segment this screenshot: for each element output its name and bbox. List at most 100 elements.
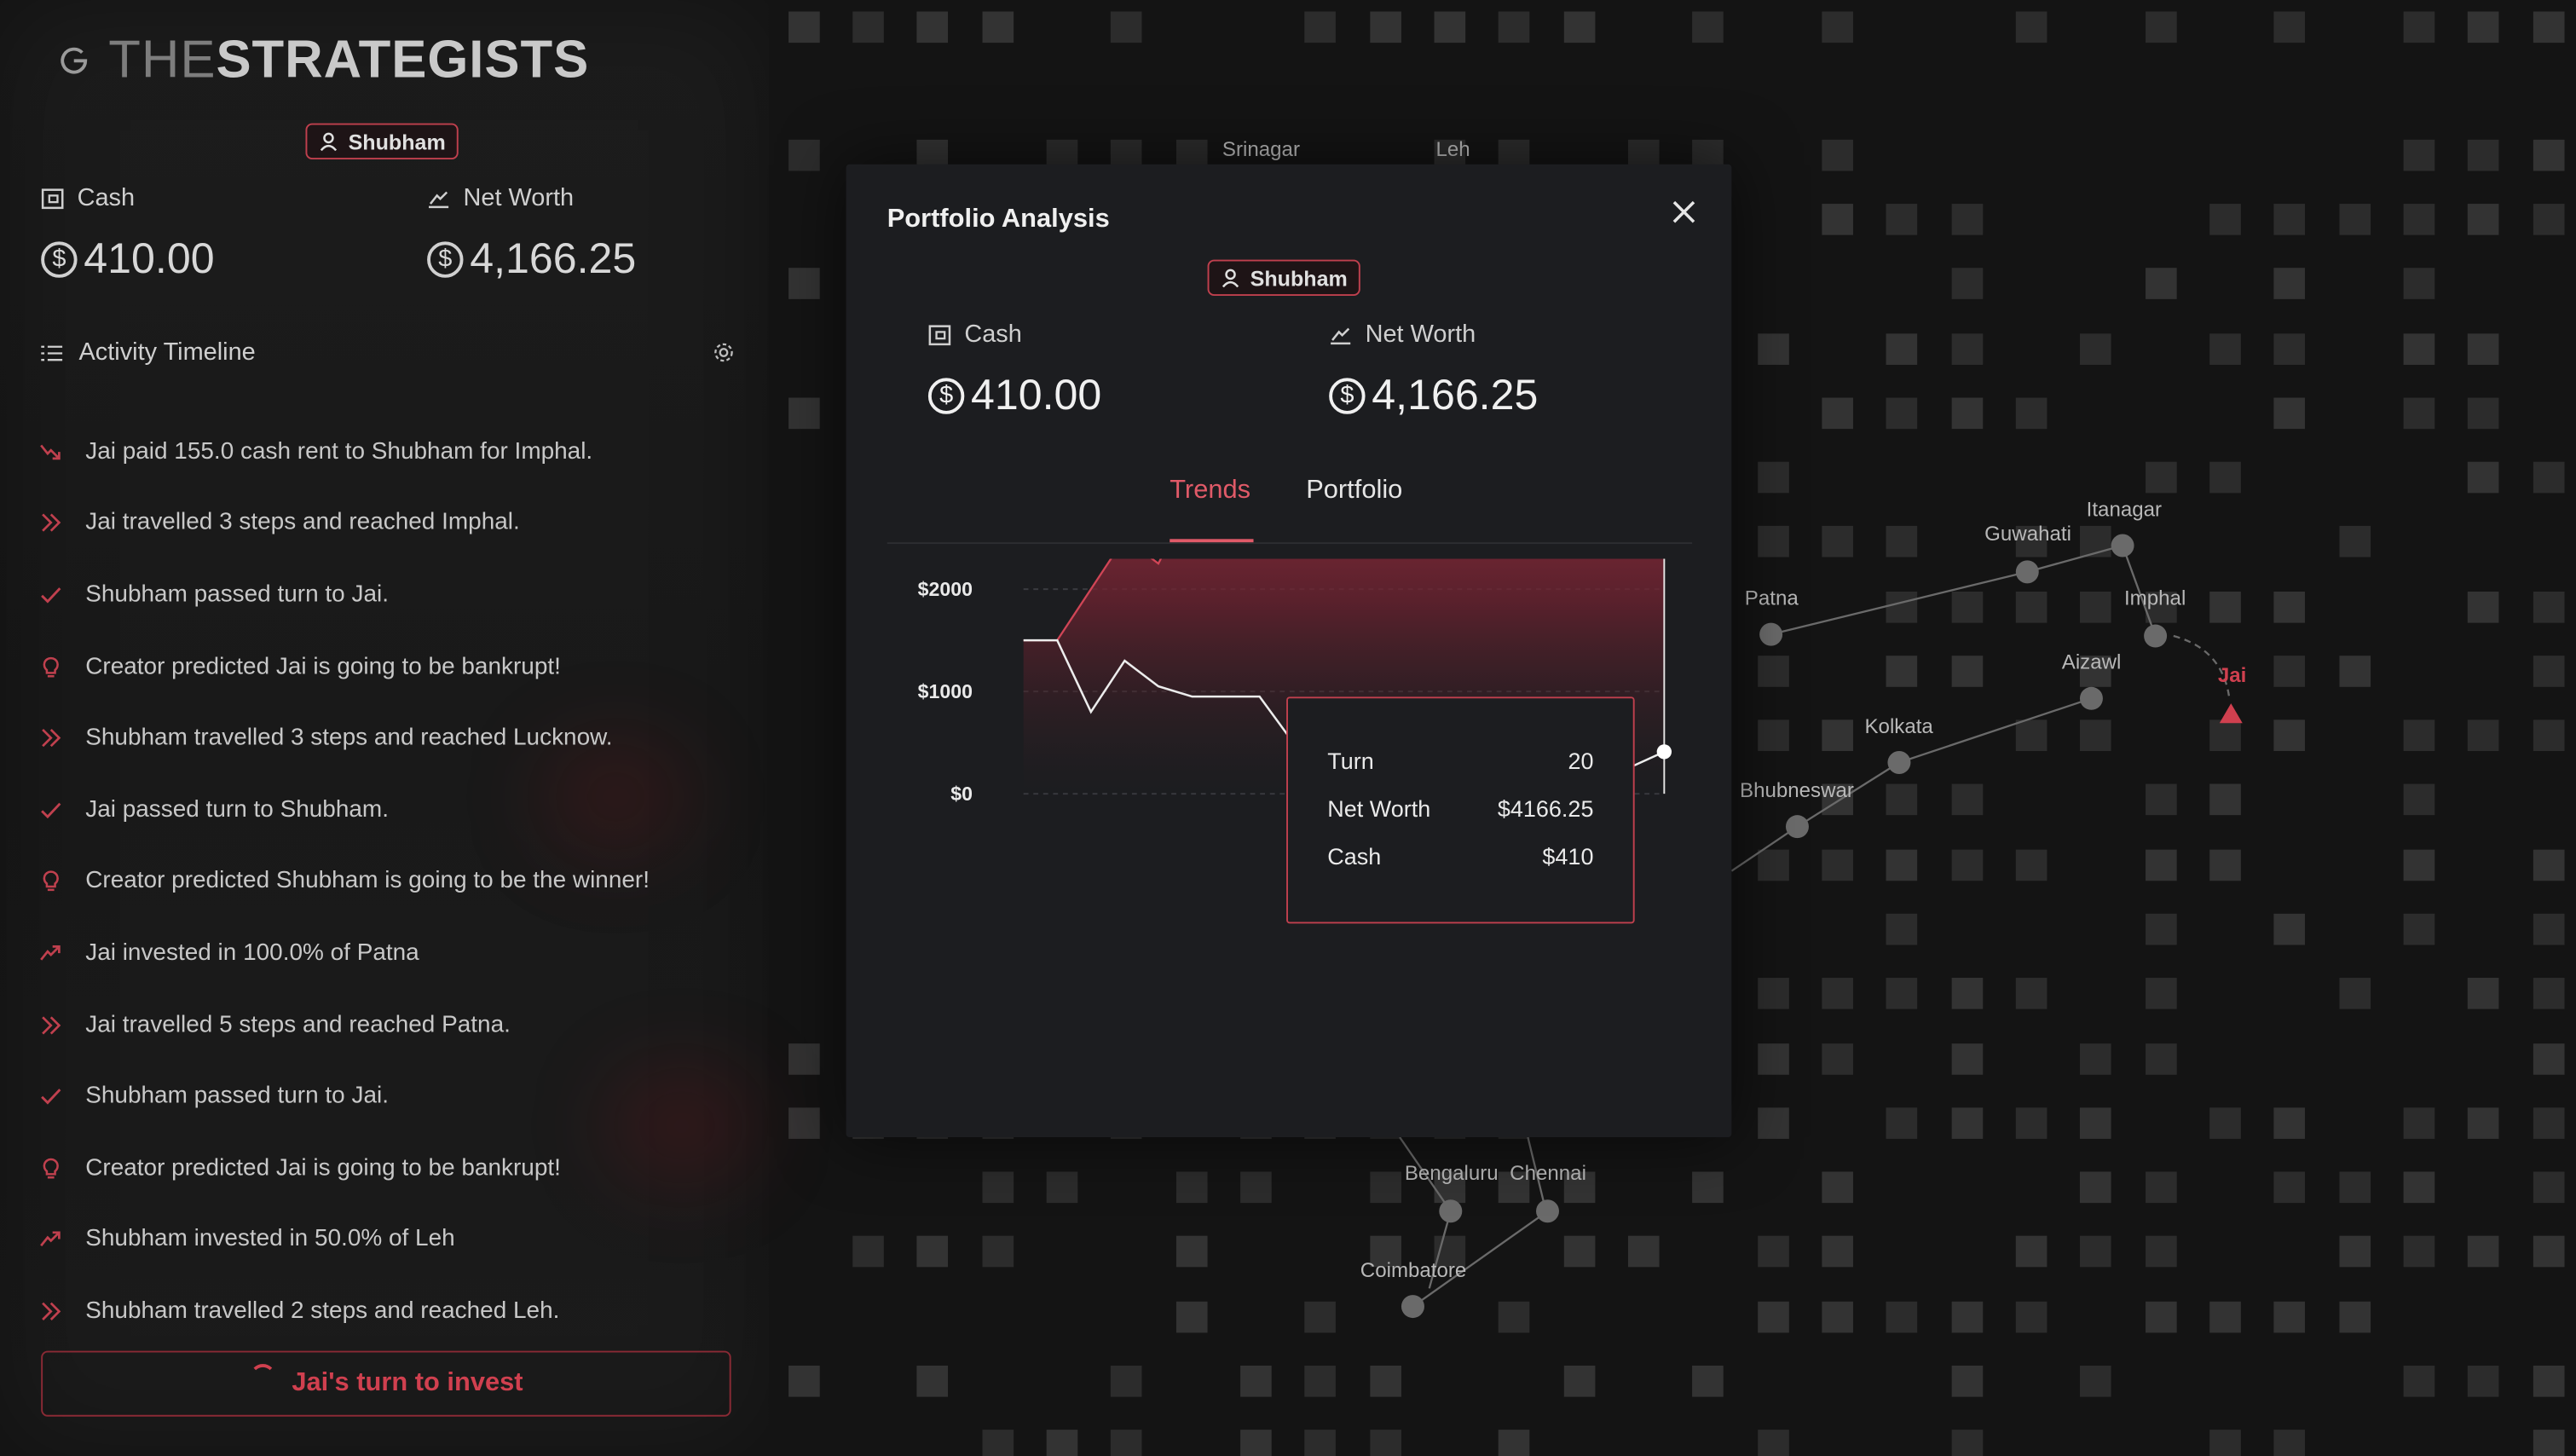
city-label[interactable]: Patna — [1744, 586, 1799, 610]
gear-icon[interactable] — [713, 342, 734, 363]
map-tile — [2403, 913, 2435, 945]
map-tile — [1951, 656, 1984, 687]
tooltip-cash-label: Cash — [1327, 842, 1382, 870]
city-label[interactable]: Coimbatore — [1360, 1258, 1467, 1282]
timeline-title: Activity Timeline — [78, 338, 256, 367]
map-tile — [2339, 525, 2371, 558]
map-tile — [1951, 333, 1984, 365]
map-tile — [2533, 978, 2565, 1009]
city-label[interactable]: Leh — [1435, 137, 1470, 161]
map-tile — [2403, 268, 2435, 299]
map-tile — [2467, 719, 2499, 751]
map-tile — [2467, 461, 2499, 494]
map-tile — [2467, 11, 2499, 43]
map-tile — [1951, 1365, 1984, 1397]
map-tile — [1110, 1430, 1142, 1456]
timeline-item-text: Jai invested in 100.0% of Patna — [85, 939, 419, 967]
map-tile — [2273, 204, 2305, 235]
map-tile — [2209, 591, 2241, 623]
map-tile — [982, 1235, 1014, 1268]
map-tile — [1758, 461, 1789, 494]
logo-text-light: THE — [108, 29, 217, 90]
double-chevron-icon — [39, 726, 62, 749]
map-tile — [2079, 591, 2111, 623]
tab-portfolio[interactable]: Portfolio — [1306, 477, 1403, 505]
logo-text-bold: STRATEGISTS — [216, 29, 590, 90]
map-tile — [1886, 783, 1918, 816]
map-tile — [1758, 849, 1789, 881]
map-tile — [2015, 11, 2048, 43]
map-tile — [1886, 525, 1918, 558]
city-label[interactable]: Bengaluru — [1404, 1161, 1499, 1185]
city-label[interactable]: Srinagar — [1222, 137, 1300, 161]
map-tile — [2146, 461, 2177, 494]
map-tile — [1304, 1430, 1336, 1456]
active-tab-indicator — [1170, 539, 1254, 543]
city-label[interactable]: Imphal — [2123, 586, 2186, 610]
city-label[interactable]: Kolkata — [1864, 714, 1933, 738]
map-tile — [2079, 525, 2111, 558]
map-tile — [1758, 1235, 1789, 1268]
timeline-item-text: Creator predicted Shubham is going to be… — [85, 868, 650, 895]
city-label[interactable]: Aizawl — [2061, 650, 2122, 674]
map-tile — [2533, 11, 2565, 43]
map-tile — [1240, 1430, 1272, 1456]
modal-networth-value: $ 4,166.25 — [1329, 370, 1538, 421]
map-tile — [2015, 591, 2048, 623]
map-tile — [1758, 1430, 1789, 1456]
map-tile — [1886, 397, 1918, 430]
map-tile — [2015, 1235, 2048, 1268]
city-label[interactable]: Guwahati — [1984, 523, 2071, 546]
tab-trends[interactable]: Trends — [1170, 477, 1251, 505]
timeline-item-text: Jai paid 155.0 cash rent to Shubham for … — [85, 438, 593, 465]
map-tile — [2209, 1430, 2241, 1456]
cash-label: Cash — [41, 184, 135, 212]
city-label[interactable]: Bhubneswar — [1740, 778, 1854, 802]
map-tile — [2209, 461, 2241, 494]
map-tile — [2079, 719, 2111, 751]
map-tile — [1627, 1235, 1660, 1268]
map-tile — [1886, 333, 1918, 365]
activity-timeline: Jai paid 155.0 cash rent to Shubham for … — [39, 416, 746, 1348]
map-tile — [2079, 1171, 2111, 1204]
map-tile — [2209, 204, 2241, 235]
map-tile — [2079, 656, 2111, 687]
timeline-item-text: Jai passed turn to Shubham. — [85, 796, 389, 823]
map-tile — [788, 11, 820, 43]
modal-user-badge: Shubham — [1207, 259, 1361, 296]
map-tile — [2533, 1430, 2565, 1456]
map-tile — [2146, 1235, 2177, 1268]
map-tile — [2403, 11, 2435, 43]
turn-status-label: Jai's turn to invest — [292, 1368, 523, 1397]
city-label[interactable]: Itanagar — [2086, 498, 2163, 522]
cash-value-text: 410.00 — [84, 233, 215, 283]
chart-line-icon — [1331, 326, 1351, 344]
map-tile — [1886, 913, 1918, 945]
map-tile — [2533, 913, 2565, 945]
map-tile — [1758, 719, 1789, 751]
map-tile — [1563, 1171, 1596, 1204]
dollar-icon: $ — [1329, 377, 1366, 413]
map-tile — [2273, 268, 2305, 299]
close-icon[interactable] — [1667, 195, 1701, 228]
map-tile — [2209, 849, 2241, 881]
map-tile — [1370, 1365, 1401, 1397]
map-tile — [2209, 333, 2241, 365]
bulb-icon — [39, 655, 62, 678]
map-tile — [1110, 11, 1142, 43]
chart-tooltip: Turn 20 Net Worth $4166.25 Cash $410 — [1286, 696, 1635, 924]
user-icon — [320, 132, 338, 152]
map-tile — [2273, 1430, 2305, 1456]
map-tile — [2467, 1235, 2499, 1268]
map-tile — [2339, 1301, 2371, 1333]
portfolio-modal: Portfolio Analysis Shubham Cash Net Wort… — [846, 164, 1732, 1138]
map-tile — [852, 11, 884, 43]
city-label[interactable]: Chennai — [1510, 1161, 1586, 1185]
map-tile — [788, 1365, 820, 1397]
map-tile — [2339, 978, 2371, 1009]
map-tile — [1370, 1235, 1401, 1268]
timeline-item-text: Shubham passed turn to Jai. — [85, 1083, 389, 1110]
turn-status-button[interactable]: Jai's turn to invest — [41, 1350, 731, 1417]
map-tile — [2533, 1365, 2565, 1397]
